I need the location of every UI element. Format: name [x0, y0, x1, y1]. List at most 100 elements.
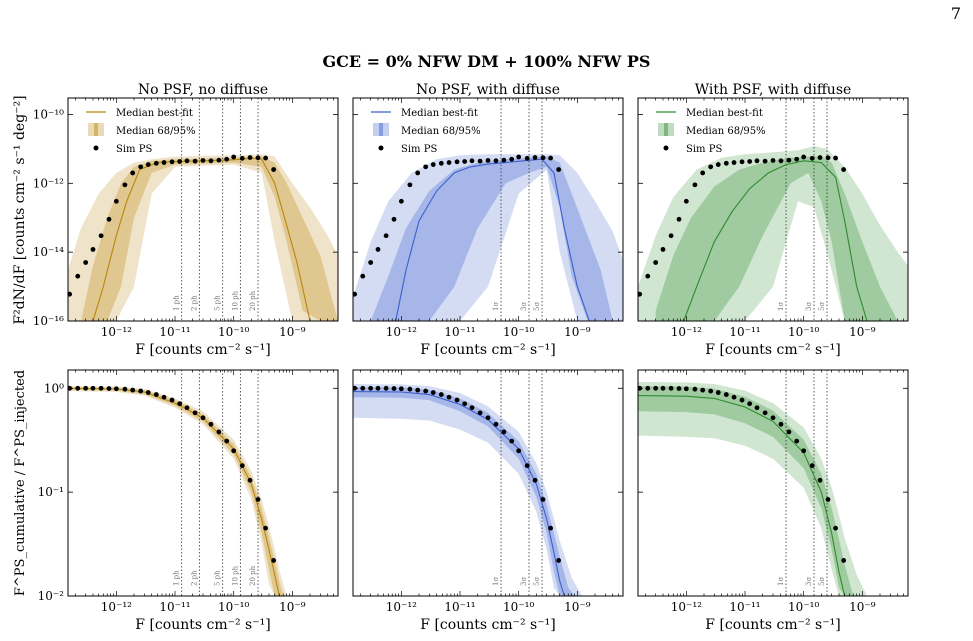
x-tick-label: 10⁻¹¹ — [729, 600, 760, 614]
sim-ps-point — [731, 394, 737, 400]
sim-ps-point — [778, 421, 784, 427]
sim-ps-point — [645, 273, 651, 279]
panel-1: 1 ph 2 ph 5 ph 10 ph 20 ph 10⁻¹² 10⁻¹¹ 10⁻¹⁰ 10⁻… — [33, 82, 339, 358]
sim-ps-point — [231, 448, 237, 454]
sim-ps-point — [683, 386, 689, 392]
sim-ps-point — [501, 429, 507, 435]
median-line — [683, 160, 868, 321]
legend-band-swatch — [379, 123, 383, 136]
sim-ps-point — [747, 159, 753, 164]
band-95 — [353, 154, 623, 321]
sim-ps-point — [556, 558, 562, 563]
sim-ps-point — [715, 162, 721, 167]
sim-ps-point — [660, 385, 666, 391]
sim-ps-point — [75, 385, 81, 391]
sim-ps-point — [113, 198, 119, 204]
sim-ps-point — [715, 390, 721, 395]
sim-ps-point — [747, 401, 753, 407]
sim-ps-point — [540, 155, 546, 161]
sim-ps-point — [692, 386, 698, 392]
x-tick-label: 10⁻¹² — [671, 600, 702, 614]
plot-area — [638, 370, 867, 596]
legend-band-swatch — [373, 123, 389, 136]
x-tick-label: 10⁻¹⁰ — [788, 600, 819, 614]
x-axis-label: F [counts cm⁻² s⁻¹] — [135, 342, 270, 358]
sim-ps-point — [509, 438, 515, 444]
threshold-label: 1 ph — [173, 570, 181, 586]
sim-ps-point — [762, 410, 768, 416]
sim-ps-point — [723, 392, 729, 397]
threshold-label: 2 ph — [190, 295, 198, 311]
sim-ps-point — [708, 164, 714, 170]
sim-ps-point — [247, 155, 253, 160]
x-tick-label: 10⁻⁹ — [564, 600, 591, 614]
x-axis-label: F [counts cm⁻² s⁻¹] — [135, 617, 270, 633]
threshold-label: 10 ph — [231, 290, 239, 311]
sim-ps-point — [169, 397, 175, 403]
legend-band: Median 68/95% — [116, 126, 196, 137]
sim-ps-point — [801, 448, 807, 454]
sim-ps-point — [90, 385, 96, 391]
median-line — [395, 158, 590, 321]
sim-ps-point — [184, 158, 190, 164]
sim-ps-point — [224, 438, 230, 444]
x-axis-label: F [counts cm⁻² s⁻¹] — [705, 342, 840, 358]
panel-4: 1 ph 2 ph 5 ph 10 ph 20 ph 10⁻¹² 10⁻¹¹ 10⁻¹⁰ 10⁻… — [38, 369, 339, 633]
threshold-label: 3σ — [520, 302, 528, 311]
sim-ps-point — [239, 155, 245, 161]
sim-ps-point — [216, 157, 222, 163]
plot-area — [353, 370, 582, 596]
sim-ps-point — [653, 260, 659, 265]
sim-ps-point — [169, 159, 175, 165]
sim-ps-point — [138, 388, 144, 394]
sim-ps-point — [145, 390, 151, 395]
sim-ps-point — [255, 497, 261, 502]
sim-ps-point — [106, 386, 112, 391]
sim-ps-point — [469, 158, 475, 164]
sim-ps-point — [653, 385, 659, 391]
threshold-label: 5 ph — [214, 570, 222, 586]
sim-ps-point — [263, 525, 268, 531]
legend-sim: Sim PS — [116, 144, 152, 155]
sim-ps-point — [501, 157, 507, 163]
sim-ps-point — [161, 394, 167, 400]
x-tick-label: 10⁻¹¹ — [159, 325, 190, 339]
plot-area — [68, 98, 338, 321]
sim-ps-point — [660, 247, 666, 252]
x-axis-label: F [counts cm⁻² s⁻¹] — [420, 342, 555, 358]
threshold-label: 5σ — [533, 577, 541, 586]
sim-ps-point — [375, 385, 381, 391]
threshold-label: 3σ — [520, 577, 528, 586]
sim-ps-point — [200, 415, 206, 421]
legend-sim-marker — [663, 145, 669, 151]
threshold-label: 1σ — [492, 577, 500, 586]
sim-ps-point — [83, 385, 89, 391]
sim-ps-point — [833, 155, 838, 161]
threshold-label: 20 ph — [249, 565, 257, 586]
threshold-label: 3σ — [805, 302, 813, 311]
sim-ps-point — [208, 421, 214, 427]
y-tick-label: 10⁻¹ — [38, 485, 64, 499]
threshold-label: 10 ph — [231, 565, 239, 586]
sim-ps-point — [75, 273, 81, 279]
sim-ps-point — [153, 392, 159, 397]
x-tick-label: 10⁻¹¹ — [444, 600, 475, 614]
sim-ps-point — [423, 164, 429, 170]
legend-sim-marker — [93, 145, 99, 151]
sim-ps-point — [645, 385, 651, 391]
y-tick-label: 10⁻¹⁴ — [33, 245, 64, 259]
median-line — [638, 395, 846, 596]
sim-ps-point — [833, 525, 838, 531]
sim-ps-point — [454, 397, 460, 403]
sim-ps-point — [208, 158, 214, 164]
x-tick-label: 10⁻¹² — [386, 325, 417, 339]
sim-ps-point — [477, 158, 483, 164]
sim-ps-point — [398, 386, 404, 392]
sim-ps-point — [770, 158, 776, 163]
sim-ps-point — [430, 162, 436, 167]
band-95 — [353, 384, 582, 596]
sim-ps-point — [532, 477, 538, 483]
band-68 — [81, 156, 338, 321]
sim-ps-point — [786, 429, 792, 435]
sim-ps-point — [493, 158, 499, 164]
